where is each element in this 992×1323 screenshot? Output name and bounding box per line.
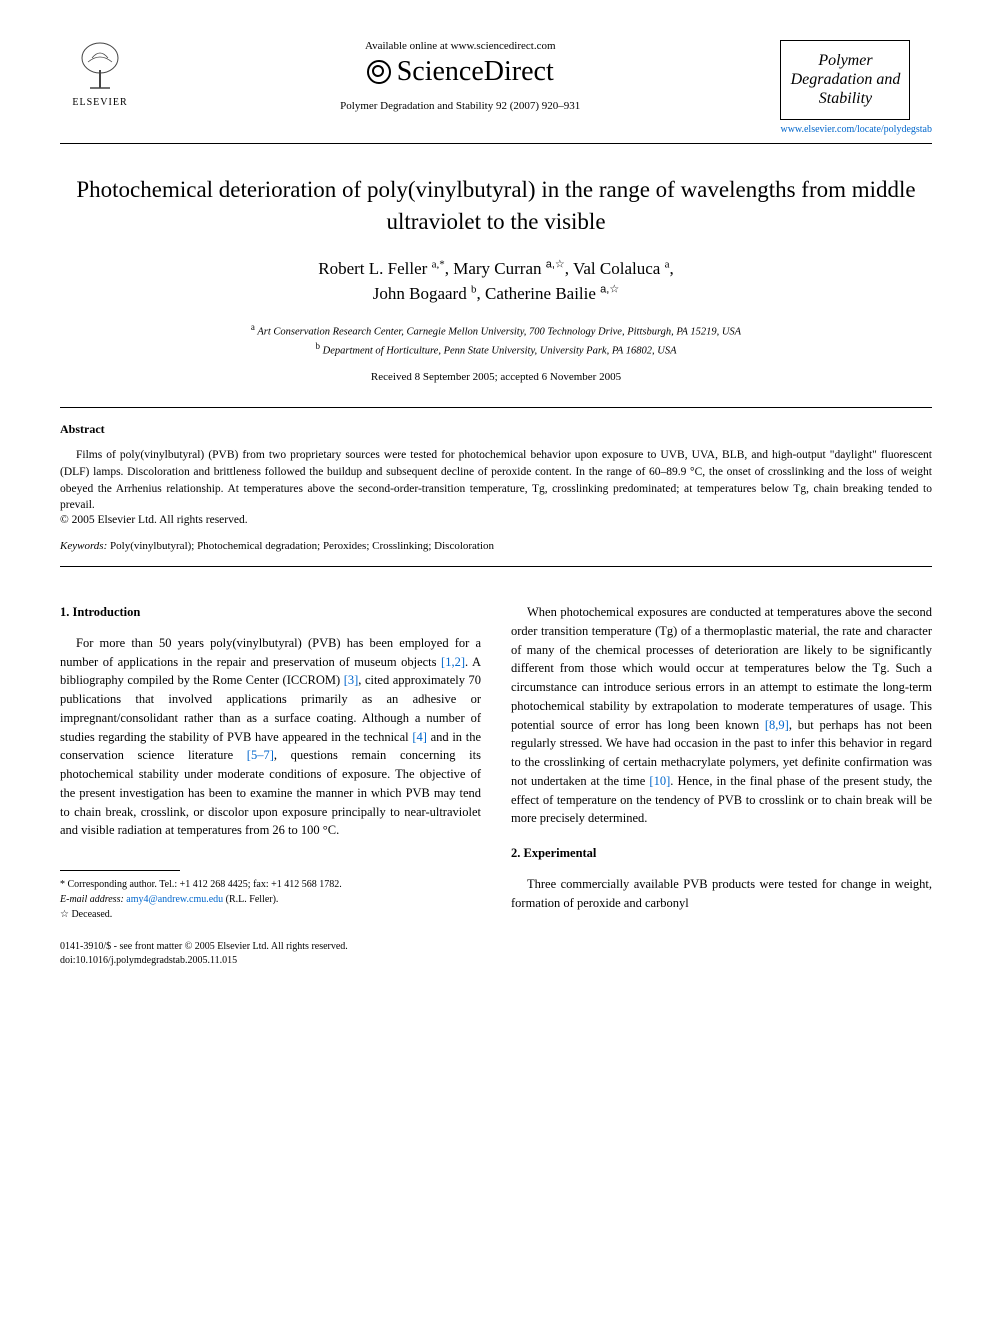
center-header: Available online at www.sciencedirect.co… — [140, 40, 780, 112]
author-1-sup: a,* — [432, 258, 445, 270]
article-dates: Received 8 September 2005; accepted 6 No… — [60, 371, 932, 383]
header-row: ELSEVIER Available online at www.science… — [60, 40, 932, 135]
journal-box-title: Polymer Degradation and Stability — [787, 51, 903, 109]
column-left: 1. Introduction For more than 50 years p… — [60, 603, 481, 968]
ref-link-10[interactable]: [10] — [649, 774, 670, 788]
affiliations: a Art Conservation Research Center, Carn… — [60, 321, 932, 360]
footnote-deceased: ☆ Deceased. — [60, 907, 481, 922]
journal-cover-box: Polymer Degradation and Stability — [780, 40, 910, 120]
author-5-sup: a,☆ — [600, 284, 619, 296]
abstract-bottom-rule — [60, 566, 932, 567]
section-1-heading: 1. Introduction — [60, 603, 481, 622]
keywords-label: Keywords: — [60, 540, 107, 552]
authors-block: Robert L. Feller a,*, Mary Curran a,☆, V… — [60, 256, 932, 307]
email-label: E-mail address: — [60, 894, 124, 905]
footnote-corresponding: * Corresponding author. Tel.: +1 412 268… — [60, 877, 481, 892]
author-3-sup: a — [665, 258, 670, 270]
author-4: John Bogaard — [373, 284, 471, 303]
column-right: When photochemical exposures are conduct… — [511, 603, 932, 968]
sciencedirect-icon — [367, 60, 391, 84]
affiliation-a: Art Conservation Research Center, Carneg… — [255, 326, 741, 337]
section-2-paragraph-1: Three commercially available PVB product… — [511, 875, 932, 913]
platform-logo: ScienceDirect — [140, 56, 780, 88]
elsevier-tree-icon — [60, 40, 140, 97]
col2-paragraph-1: When photochemical exposures are conduct… — [511, 603, 932, 828]
available-online-text: Available online at www.sciencedirect.co… — [140, 40, 780, 52]
p1-text-a: For more than 50 years poly(vinylbutyral… — [60, 636, 481, 669]
body-columns: 1. Introduction For more than 50 years p… — [60, 603, 932, 968]
keywords-text: Poly(vinylbutyral); Photochemical degrad… — [107, 540, 494, 552]
ref-link-1-2[interactable]: [1,2] — [441, 655, 465, 669]
email-suffix: (R.L. Feller). — [223, 894, 278, 905]
ref-link-5-7[interactable]: [5–7] — [247, 748, 274, 762]
footnote-email-line: E-mail address: amy4@andrew.cmu.edu (R.L… — [60, 892, 481, 907]
author-1: Robert L. Feller — [318, 259, 431, 278]
abstract-top-rule — [60, 407, 932, 408]
ref-link-8-9[interactable]: [8,9] — [765, 718, 789, 732]
platform-name: ScienceDirect — [397, 56, 554, 88]
article-title: Photochemical deterioration of poly(viny… — [60, 174, 932, 238]
affiliation-b: Department of Horticulture, Penn State U… — [320, 346, 676, 357]
author-2-sup: a,☆ — [546, 258, 565, 270]
journal-reference: Polymer Degradation and Stability 92 (20… — [140, 100, 780, 112]
section-1-paragraph-1: For more than 50 years poly(vinylbutyral… — [60, 634, 481, 840]
email-address-link[interactable]: amy4@andrew.cmu.edu — [124, 894, 223, 905]
keywords-line: Keywords: Poly(vinylbutyral); Photochemi… — [60, 540, 932, 552]
publisher-name: ELSEVIER — [60, 97, 140, 108]
header-rule — [60, 143, 932, 144]
elsevier-logo: ELSEVIER — [60, 40, 140, 108]
footnote-separator — [60, 870, 180, 871]
footer-info: 0141-3910/$ - see front matter © 2005 El… — [60, 940, 481, 968]
col2-text-a: When photochemical exposures are conduct… — [511, 605, 932, 732]
ref-link-3[interactable]: [3] — [344, 673, 359, 687]
footnotes-block: * Corresponding author. Tel.: +1 412 268… — [60, 877, 481, 922]
footer-doi: doi:10.1016/j.polymdegradstab.2005.11.01… — [60, 954, 481, 968]
author-3: , Val Colaluca — [565, 259, 665, 278]
abstract-heading: Abstract — [60, 422, 932, 437]
journal-box-container: Polymer Degradation and Stability www.el… — [780, 40, 932, 135]
author-5: , Catherine Bailie — [476, 284, 600, 303]
author-2: , Mary Curran — [445, 259, 546, 278]
abstract-text: Films of poly(vinylbutyral) (PVB) from t… — [60, 447, 932, 514]
journal-url-link[interactable]: www.elsevier.com/locate/polydegstab — [780, 124, 932, 135]
ref-link-4[interactable]: [4] — [412, 730, 427, 744]
section-2-heading: 2. Experimental — [511, 844, 932, 863]
footer-line-1: 0141-3910/$ - see front matter © 2005 El… — [60, 940, 481, 954]
abstract-copyright: © 2005 Elsevier Ltd. All rights reserved… — [60, 514, 932, 526]
